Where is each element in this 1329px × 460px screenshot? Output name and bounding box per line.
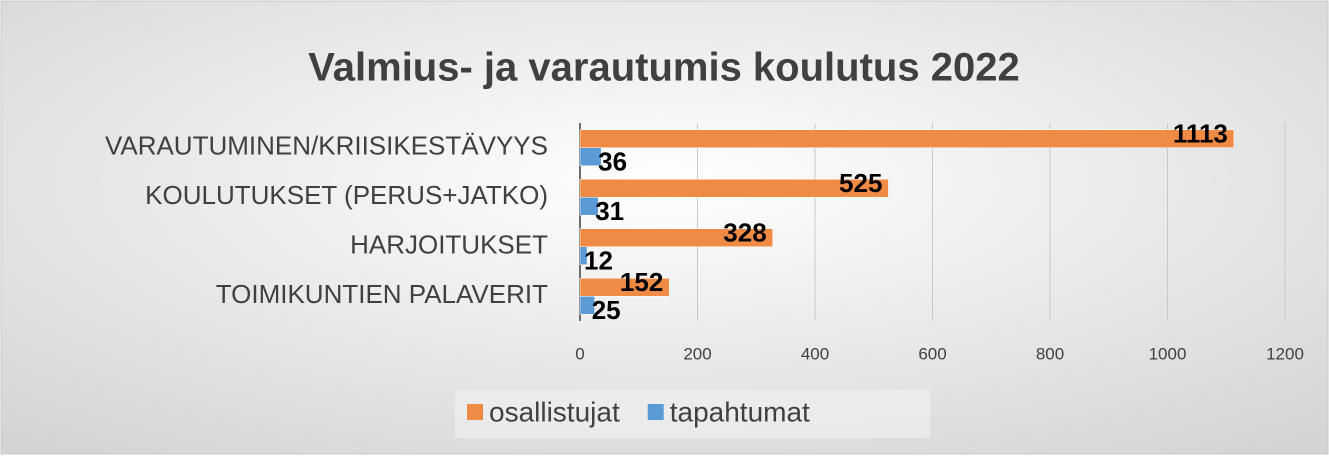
legend-label: tapahtumat bbox=[670, 396, 810, 427]
legend-box bbox=[455, 390, 930, 438]
data-label: 328 bbox=[723, 218, 766, 248]
bar bbox=[579, 179, 889, 198]
data-label: 525 bbox=[839, 168, 882, 198]
y-tick-label: HARJOITUKSET bbox=[350, 230, 548, 260]
data-label: 25 bbox=[592, 295, 621, 325]
bar bbox=[579, 129, 1235, 148]
x-tick-label: 600 bbox=[918, 344, 946, 363]
x-tick-label: 0 bbox=[575, 344, 584, 363]
x-tick-label: 400 bbox=[801, 344, 829, 363]
bar bbox=[579, 246, 588, 265]
bar bbox=[579, 296, 595, 315]
bar bbox=[579, 278, 670, 297]
legend-swatch bbox=[467, 404, 483, 420]
data-label: 152 bbox=[620, 267, 663, 297]
x-tick-label: 1200 bbox=[1266, 344, 1304, 363]
y-tick-label: VARAUTUMINEN/KRIISIKESTÄVYYS bbox=[105, 131, 548, 161]
x-tick-label: 200 bbox=[683, 344, 711, 363]
legend-label: osallistujat bbox=[489, 396, 620, 427]
bar bbox=[579, 147, 602, 166]
x-tick-label: 800 bbox=[1036, 344, 1064, 363]
data-label: 36 bbox=[598, 147, 627, 177]
bar bbox=[579, 228, 773, 247]
legend-swatch bbox=[647, 404, 664, 420]
data-label: 1113 bbox=[1173, 119, 1228, 149]
x-tick-label: 1000 bbox=[1149, 344, 1187, 363]
bar bbox=[579, 197, 599, 216]
data-label: 12 bbox=[584, 246, 613, 276]
chart-title: Valmius- ja varautumis koulutus 2022 bbox=[308, 46, 1019, 90]
y-tick-label: KOULUTUKSET (PERUS+JATKO) bbox=[145, 180, 548, 210]
y-tick-label: TOIMIKUNTIEN PALAVERIT bbox=[216, 279, 548, 309]
data-label: 31 bbox=[595, 196, 624, 226]
